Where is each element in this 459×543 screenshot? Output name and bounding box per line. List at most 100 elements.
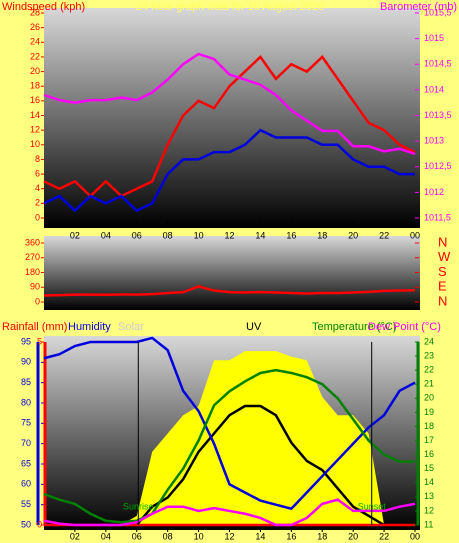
y-tick-label: 270 [25,252,40,262]
y2-tick-label: N [438,234,447,249]
y2-tick-label: 18 [424,421,434,431]
legend-label: Rainfall (mm) [2,321,67,333]
series-line [43,285,416,297]
series-line [43,498,416,527]
y2-tick-label: E [438,279,447,294]
legend-label: Temperature (°C) [312,321,396,333]
y-label: Windspeed (kph) [2,1,85,13]
y2-tick-label: S [438,264,447,279]
y2-tick-label: 20 [424,393,434,403]
annotation: Sunset [358,501,387,511]
series-line [43,128,415,213]
y2-tick-label: 15 [424,463,434,473]
plot-bg [44,236,420,310]
y2-tick-label: 1013 [424,136,444,146]
y-tick-label: 85 [21,377,31,387]
y2-tick-label: 17 [424,435,434,445]
y-tick-label: 10 [30,139,40,149]
y-tick-label: 2 [35,198,40,208]
x-tick-label: 18 [317,230,327,240]
y2-tick-label: 1013,5 [424,110,452,120]
y-tick-label: 0 [35,296,40,306]
series-line [43,52,416,156]
y2-tick-label: 11 [424,519,433,529]
x-tick-label: 18 [317,531,327,541]
x-tick-label: 22 [379,531,389,541]
y-tick-label: 180 [25,267,40,277]
y2-tick-label: 1011,5 [424,212,451,222]
y-tick-label: 22 [30,51,40,61]
y2-tick-label: 24 [424,336,434,346]
x-tick-label: 04 [101,230,111,240]
y-tick-label: 70 [21,438,31,448]
y-tick-label: 90 [30,282,40,292]
x-tick-label: 00 [410,230,420,240]
y2-tick-label: 12 [424,505,434,515]
x-tick-label: 20 [348,531,358,541]
x-tick-label: 10 [194,230,204,240]
y-tick-label: 4 [35,183,40,193]
y-tick-label: 26 [30,22,40,32]
legend-label: Dew Point (°C) [368,321,441,333]
solar-area [44,351,415,525]
y2-tick-label: 22 [424,365,434,375]
y-tick-label: 12 [30,125,40,135]
y-tick-label: 6 [35,168,40,178]
y-tick-label: 360 [25,237,40,247]
y2-tick-label: 1012 [424,187,444,197]
x-tick-label: 04 [101,531,111,541]
x-tick-label: 02 [70,531,80,541]
y2-tick-label: W [438,249,451,264]
y2-label: Barometer (mb) [380,1,457,13]
legend-label: Solar [118,321,144,333]
y2-tick-label: 16 [424,449,434,459]
series-line [43,368,415,524]
x-tick-label: 10 [194,531,204,541]
x-tick-label: 22 [379,230,389,240]
y2-tick-label: 19 [424,407,434,417]
y2-tick-label: 13 [424,491,434,501]
y-tick-label: 0 [35,212,40,222]
y-tick-label: 14 [30,110,40,120]
y-tick-label: 95 [21,336,31,346]
y3-tick-label: 0 [37,519,42,529]
y-tick-label: 55 [21,499,31,509]
y-tick-label: 90 [21,357,31,367]
y-tick-label: 20 [30,66,40,76]
y-tick-label: 65 [21,458,31,468]
y-tick-label: 50 [21,519,31,529]
x-tick-label: 00 [410,531,420,541]
y2-tick-label: 1012,5 [424,161,452,171]
y2-tick-label: 1015,5 [424,7,452,17]
y2-tick-label: N [438,293,447,308]
x-tick-label: 20 [348,230,358,240]
y-tick-label: 24 [30,37,40,47]
chart-title: 24 hour graph data for 10 August 2020 [136,1,324,13]
x-tick-label: 02 [70,230,80,240]
y-tick-label: 60 [21,479,31,489]
y-tick-label: 28 [30,7,40,17]
y2-tick-label: 1014 [424,84,444,94]
legend-label: UV [246,321,262,333]
annotation: Sunrise [123,501,154,511]
y2-tick-label: 1015 [424,33,444,43]
y-tick-label: 8 [35,154,40,164]
x-tick-label: 16 [286,230,296,240]
plot-bg [44,8,420,228]
y2-tick-label: 14 [424,477,434,487]
x-tick-label: 14 [255,531,265,541]
y-tick-label: 16 [30,95,40,105]
x-tick-label: 16 [286,531,296,541]
y2-tick-label: 23 [424,350,434,360]
x-tick-label: 12 [224,531,234,541]
y-tick-label: 80 [21,397,31,407]
x-tick-label: 14 [255,230,265,240]
y2-tick-label: 21 [424,379,434,389]
series-line [43,336,416,511]
x-tick-label: 12 [224,230,234,240]
y2-tick-label: 1014,5 [424,59,452,69]
series-line [43,55,416,198]
x-tick-label: 06 [132,230,142,240]
x-tick-label: 06 [132,531,142,541]
